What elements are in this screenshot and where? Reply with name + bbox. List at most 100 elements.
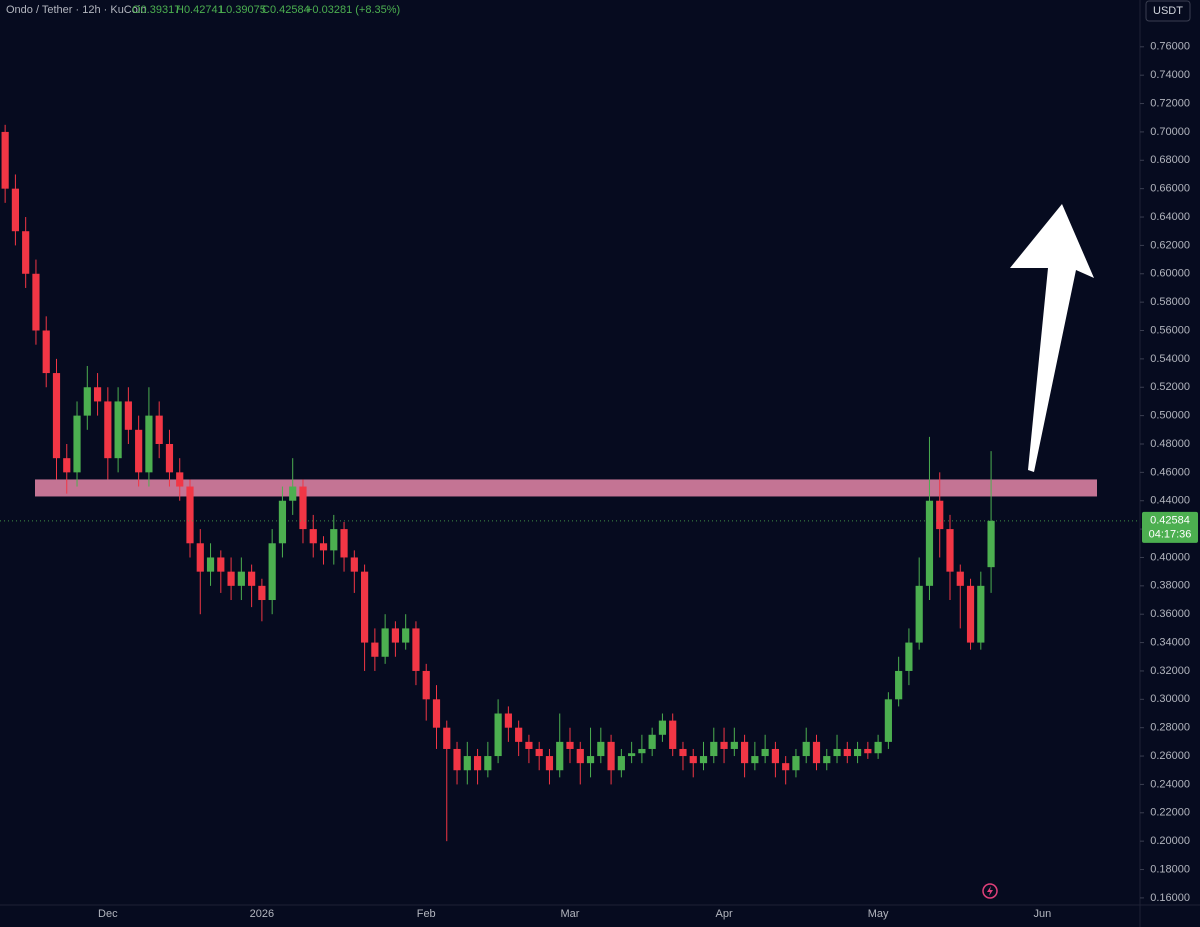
y-tick-label: 0.58000 [1150,296,1190,308]
candle-body [22,231,30,274]
candle-body [32,273,40,331]
candle-body [782,763,790,771]
candle-body [689,756,697,764]
candle-body [710,741,718,757]
x-tick-label: May [868,908,889,920]
y-tick-label: 0.20000 [1150,835,1190,847]
candle-body [248,571,256,586]
candle-body [268,543,276,601]
candle-body [484,756,492,771]
candle-body [391,628,399,643]
x-tick-label: Jun [1034,908,1052,920]
candle-body [289,486,297,501]
candle-body [42,330,50,374]
candle-body [63,458,71,473]
y-tick-label: 0.46000 [1150,466,1190,478]
y-tick-label: 0.28000 [1150,722,1190,734]
candle-body [925,500,934,586]
candle-body [761,748,769,757]
y-tick-label: 0.26000 [1150,750,1190,762]
candle-body [586,756,595,764]
candle-body [720,741,728,749]
candle-body [350,557,358,572]
candle-body [196,543,204,572]
candle-body [905,642,913,671]
currency-box[interactable] [1145,0,1191,22]
candle-body [52,373,61,459]
up-arrow [1010,204,1094,472]
currency[interactable]: USDT [1153,5,1183,17]
y-tick-label: 0.60000 [1150,268,1190,280]
candle-body [628,753,636,757]
candle-body [114,401,122,459]
candle-body [473,756,482,771]
candle-body [299,486,307,530]
y-tick-label: 0.54000 [1150,353,1190,365]
candle-body [73,415,81,473]
y-tick-label: 0.44000 [1150,495,1190,507]
candle-body [504,713,512,728]
candle-body [227,571,235,586]
ohlc-high: H0.42741 [176,4,224,16]
ohlc-close: C0.42584 [262,4,310,16]
candle-body [751,756,759,764]
y-tick-label: 0.24000 [1150,778,1190,790]
y-tick-label: 0.52000 [1150,381,1190,393]
candle-body [258,585,266,601]
candle-body [658,720,667,735]
candle-body [802,741,810,757]
candle-body [987,520,995,568]
candle-body [443,727,451,749]
candle-body [330,529,338,551]
candle-body [966,585,975,643]
y-tick-label: 0.66000 [1150,183,1190,195]
y-tick-label: 0.16000 [1150,892,1190,904]
y-tick-label: 0.72000 [1150,97,1190,109]
candle-body [165,443,174,473]
candle-body [453,748,461,771]
candle-body [556,741,564,771]
candle-body [361,571,369,643]
resistance-zone [35,479,1097,497]
candle-body [237,571,245,586]
y-tick-label: 0.30000 [1150,693,1190,705]
candle-body [915,585,923,643]
ohlc-open: O0.39317 [132,4,180,16]
candle-body [515,727,523,742]
candle-body [83,387,91,416]
candle-body [432,699,441,728]
y-tick-label: 0.56000 [1150,324,1190,336]
candle-body [1,131,9,189]
candle-body [771,748,779,764]
candle-body [371,642,379,657]
x-tick-label: Mar [561,908,580,920]
y-tick-label: 0.76000 [1150,41,1190,53]
candle-body [217,557,225,572]
symbol: Ondo / Tether · 12h · KuCoin [6,4,146,16]
candle-body [206,557,215,572]
y-tick-label: 0.38000 [1150,580,1190,592]
candle-body [340,529,348,558]
candle-body [176,472,184,487]
candle-body [463,756,471,771]
y-tick-label: 0.36000 [1150,608,1190,620]
lightning-icon[interactable] [982,883,998,899]
candle-body [155,415,163,444]
plot: 0.16000 0.18000 0.20000 0.22000 0.24000 0.260… [0,41,1198,920]
candle-body [186,486,194,544]
y-tick-label: 0.74000 [1150,69,1190,81]
candle-body [730,741,738,749]
candle-body [535,748,543,757]
candle-body [11,188,19,232]
candle-body [833,748,841,757]
candle-body [607,741,615,771]
y-tick-label: 0.70000 [1150,126,1190,138]
candle-body [319,543,328,551]
y-tick-label: 0.68000 [1150,154,1190,166]
candle-body [843,748,851,757]
candle-body [812,741,821,764]
candle-body [309,529,317,544]
candle-body [741,741,749,764]
